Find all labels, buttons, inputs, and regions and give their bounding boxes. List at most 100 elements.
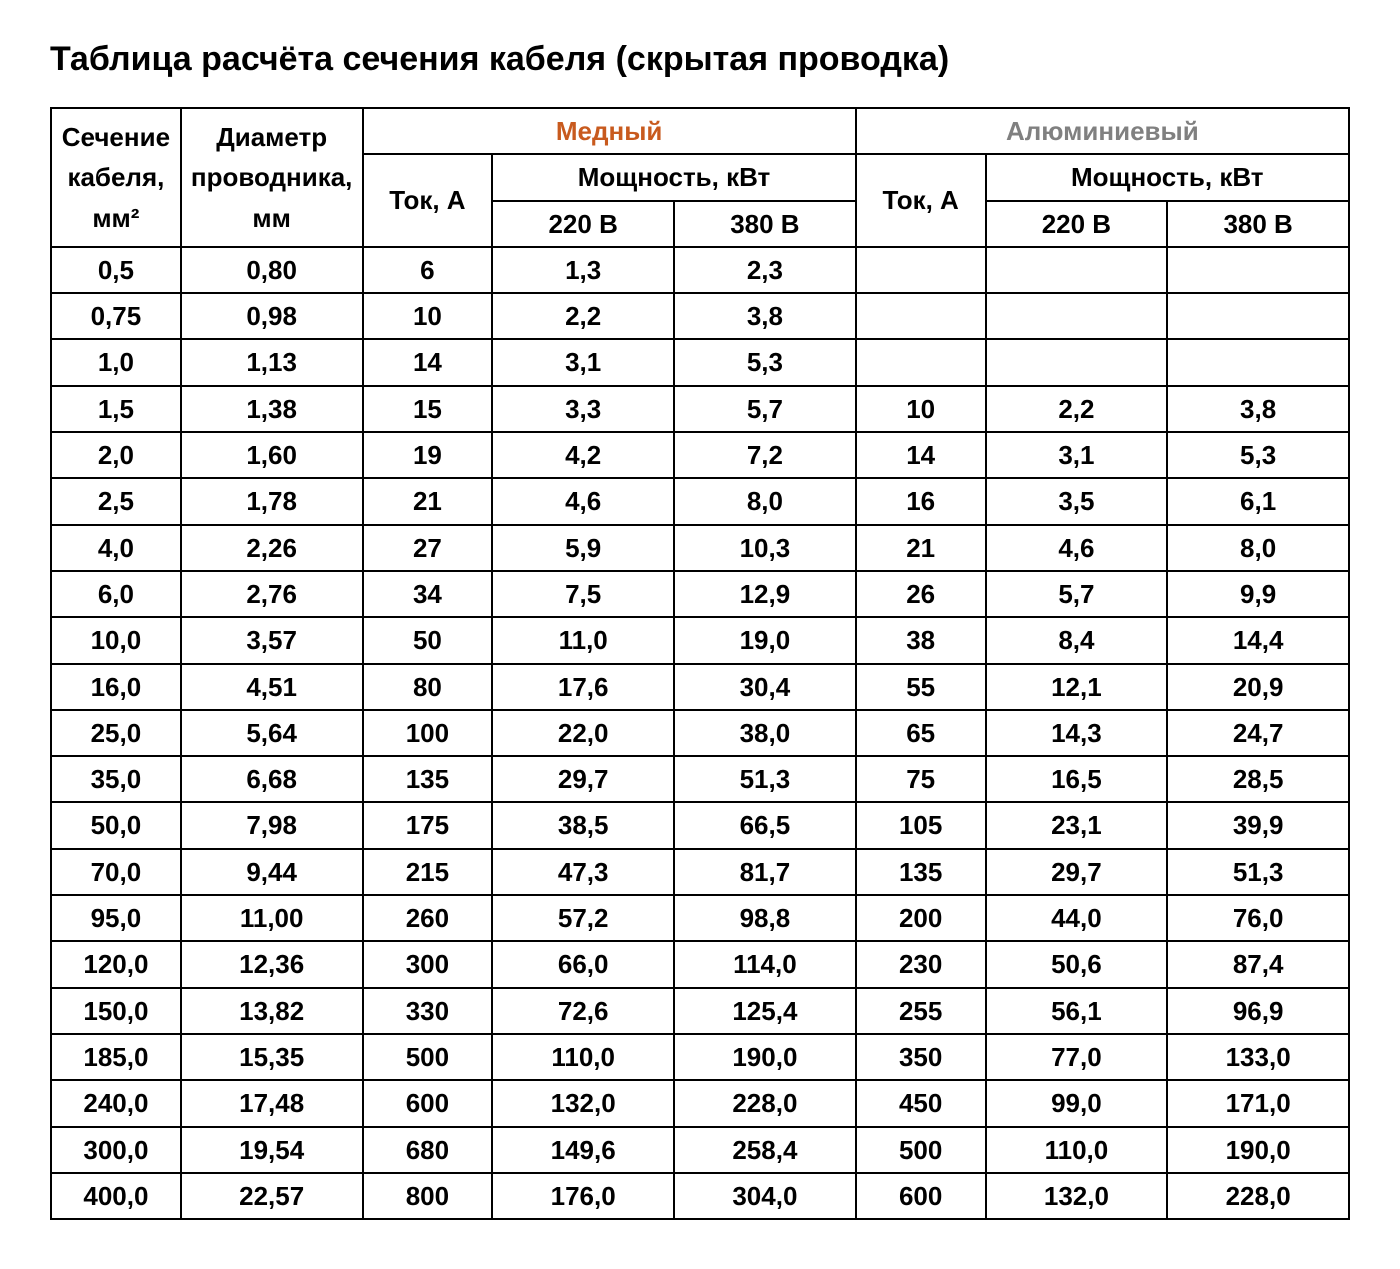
cell-al_220: 50,6 <box>986 941 1168 987</box>
table-row: 150,013,8233072,6125,425556,196,9 <box>51 988 1349 1034</box>
cell-al_220 <box>986 247 1168 293</box>
cell-cu_current: 135 <box>363 756 493 802</box>
table-row: 0,50,8061,32,3 <box>51 247 1349 293</box>
cell-cu_380: 12,9 <box>674 571 856 617</box>
cell-cu_220: 110,0 <box>492 1034 674 1080</box>
cell-al_220: 77,0 <box>986 1034 1168 1080</box>
cell-cu_220: 149,6 <box>492 1127 674 1173</box>
cell-section: 25,0 <box>51 710 181 756</box>
cell-al_380: 39,9 <box>1167 802 1349 848</box>
table-row: 1,01,13143,15,3 <box>51 339 1349 385</box>
cell-section: 35,0 <box>51 756 181 802</box>
table-row: 10,03,575011,019,0388,414,4 <box>51 617 1349 663</box>
cell-diameter: 13,82 <box>181 988 363 1034</box>
cell-al_380: 28,5 <box>1167 756 1349 802</box>
cell-al_220: 44,0 <box>986 895 1168 941</box>
cell-cu_380: 258,4 <box>674 1127 856 1173</box>
cell-section: 150,0 <box>51 988 181 1034</box>
cable-table: Сечение кабеля, мм² Диаметр проводника, … <box>50 107 1350 1220</box>
cell-cu_current: 14 <box>363 339 493 385</box>
cell-diameter: 5,64 <box>181 710 363 756</box>
cell-cu_380: 8,0 <box>674 478 856 524</box>
cell-al_380 <box>1167 339 1349 385</box>
header-al-220: 220 В <box>986 201 1168 247</box>
cell-cu_current: 215 <box>363 849 493 895</box>
cell-cu_220: 176,0 <box>492 1173 674 1219</box>
cell-al_220: 3,1 <box>986 432 1168 478</box>
header-section: Сечение кабеля, мм² <box>51 108 181 247</box>
cell-al_220: 29,7 <box>986 849 1168 895</box>
cell-section: 1,5 <box>51 386 181 432</box>
table-row: 240,017,48600132,0228,045099,0171,0 <box>51 1080 1349 1126</box>
cell-diameter: 11,00 <box>181 895 363 941</box>
table-row: 6,02,76347,512,9265,79,9 <box>51 571 1349 617</box>
cell-diameter: 12,36 <box>181 941 363 987</box>
cell-cu_220: 11,0 <box>492 617 674 663</box>
cell-cu_220: 4,6 <box>492 478 674 524</box>
cell-section: 300,0 <box>51 1127 181 1173</box>
cell-section: 95,0 <box>51 895 181 941</box>
cell-cu_current: 800 <box>363 1173 493 1219</box>
cell-diameter: 15,35 <box>181 1034 363 1080</box>
cell-cu_220: 22,0 <box>492 710 674 756</box>
cell-al_current: 135 <box>856 849 986 895</box>
cell-al_current: 600 <box>856 1173 986 1219</box>
cell-cu_220: 17,6 <box>492 664 674 710</box>
header-al-power: Мощность, кВт <box>986 154 1349 200</box>
table-row: 35,06,6813529,751,37516,528,5 <box>51 756 1349 802</box>
cell-cu_380: 66,5 <box>674 802 856 848</box>
cell-al_220: 23,1 <box>986 802 1168 848</box>
cell-al_current: 14 <box>856 432 986 478</box>
table-row: 2,01,60194,27,2143,15,3 <box>51 432 1349 478</box>
cell-diameter: 1,13 <box>181 339 363 385</box>
cell-diameter: 6,68 <box>181 756 363 802</box>
cell-cu_220: 3,3 <box>492 386 674 432</box>
cell-al_current: 16 <box>856 478 986 524</box>
cell-section: 70,0 <box>51 849 181 895</box>
cell-cu_380: 38,0 <box>674 710 856 756</box>
cell-al_220: 12,1 <box>986 664 1168 710</box>
cell-section: 0,5 <box>51 247 181 293</box>
cell-cu_220: 2,2 <box>492 293 674 339</box>
header-cu-220: 220 В <box>492 201 674 247</box>
cell-al_380: 24,7 <box>1167 710 1349 756</box>
cell-al_380: 51,3 <box>1167 849 1349 895</box>
table-row: 1,51,38153,35,7102,23,8 <box>51 386 1349 432</box>
cell-cu_380: 98,8 <box>674 895 856 941</box>
cell-diameter: 17,48 <box>181 1080 363 1126</box>
cell-al_220 <box>986 293 1168 339</box>
cell-cu_220: 47,3 <box>492 849 674 895</box>
cell-cu_current: 27 <box>363 525 493 571</box>
cell-diameter: 1,78 <box>181 478 363 524</box>
cell-diameter: 22,57 <box>181 1173 363 1219</box>
cell-cu_220: 29,7 <box>492 756 674 802</box>
cell-al_current: 255 <box>856 988 986 1034</box>
cell-al_current: 200 <box>856 895 986 941</box>
cell-cu_current: 600 <box>363 1080 493 1126</box>
cell-al_220: 132,0 <box>986 1173 1168 1219</box>
cell-section: 2,5 <box>51 478 181 524</box>
cell-al_220: 110,0 <box>986 1127 1168 1173</box>
cell-al_220: 8,4 <box>986 617 1168 663</box>
cell-cu_current: 680 <box>363 1127 493 1173</box>
cell-cu_current: 50 <box>363 617 493 663</box>
cell-al_current <box>856 293 986 339</box>
cell-al_current <box>856 247 986 293</box>
cell-cu_380: 3,8 <box>674 293 856 339</box>
cell-cu_380: 190,0 <box>674 1034 856 1080</box>
cell-al_220: 4,6 <box>986 525 1168 571</box>
header-copper: Медный <box>363 108 856 154</box>
cell-al_380: 171,0 <box>1167 1080 1349 1126</box>
cell-cu_380: 5,3 <box>674 339 856 385</box>
cell-diameter: 2,26 <box>181 525 363 571</box>
cell-al_current: 230 <box>856 941 986 987</box>
table-row: 95,011,0026057,298,820044,076,0 <box>51 895 1349 941</box>
cell-section: 6,0 <box>51 571 181 617</box>
cell-cu_current: 34 <box>363 571 493 617</box>
cell-diameter: 3,57 <box>181 617 363 663</box>
cell-al_220 <box>986 339 1168 385</box>
cell-cu_current: 100 <box>363 710 493 756</box>
cell-cu_220: 132,0 <box>492 1080 674 1126</box>
cell-al_220: 5,7 <box>986 571 1168 617</box>
cell-section: 0,75 <box>51 293 181 339</box>
